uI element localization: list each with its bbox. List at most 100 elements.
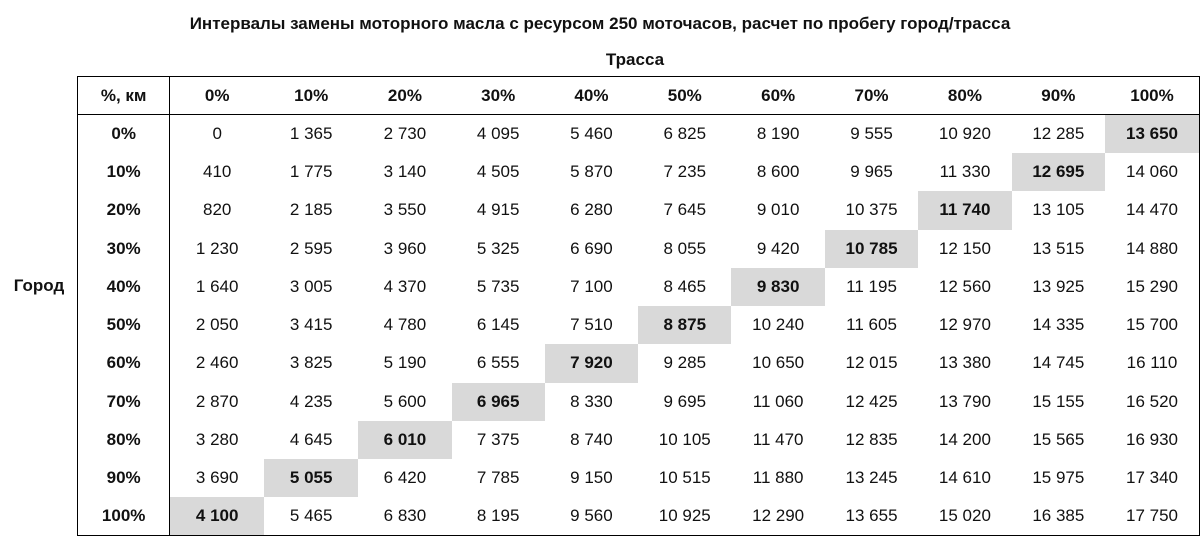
- value-cell: 6 555: [476, 353, 520, 373]
- value-cell: 15 155: [1032, 391, 1085, 411]
- value-cell: 5 460: [570, 124, 613, 144]
- value-cell: 6 690: [570, 238, 613, 258]
- value-cell: 2 595: [289, 238, 333, 258]
- value-cell: 9 420: [756, 238, 800, 258]
- value-cell: 3 960: [383, 238, 427, 258]
- value-cell: 12 015: [845, 353, 898, 373]
- row-header-cell: 60%: [76, 344, 171, 383]
- value-cell: 13 105: [1032, 200, 1085, 220]
- value-cell: 5 870: [570, 162, 613, 182]
- highlighted-value-cell: 10 785: [824, 229, 919, 268]
- value-cell: 10 515: [658, 468, 711, 488]
- highlighted-value-cell: 12 695: [1011, 153, 1106, 192]
- value-cell: 8 190: [756, 124, 800, 144]
- row-header-cell: 40%: [76, 267, 171, 307]
- highlighted-value-cell: 9 830: [731, 267, 825, 307]
- value-cell: 4 915: [476, 200, 520, 220]
- value-cell: 4 095: [476, 124, 520, 144]
- value-cell: 15 290: [1105, 267, 1200, 307]
- value-cell: 3 690: [195, 468, 239, 488]
- value-cell: 9 010: [756, 200, 800, 220]
- value-cell: 8 330: [570, 391, 613, 411]
- value-cell: 7 375: [476, 430, 520, 450]
- value-cell: 4 645: [289, 430, 333, 450]
- value-cell: 2 870: [195, 391, 239, 411]
- value-cell: 5 325: [476, 238, 520, 258]
- value-cell: 12 150: [938, 238, 991, 258]
- value-cell: 11 195: [846, 276, 897, 296]
- row-header-cell: 50%: [76, 306, 171, 345]
- highlighted-value-cell: 4 100: [169, 497, 265, 536]
- value-cell: 9 285: [663, 353, 707, 373]
- value-cell: 8 600: [756, 162, 800, 182]
- column-header-cell: 10%: [264, 75, 359, 116]
- value-cell: 4 505: [476, 162, 520, 182]
- value-cell: 9 150: [570, 468, 613, 488]
- value-cell: 6 825: [663, 124, 707, 144]
- highlighted-value-cell: 6 965: [451, 382, 545, 421]
- value-cell: 3 140: [383, 162, 427, 182]
- value-cell: 7 785: [476, 468, 520, 488]
- value-cell: 7 235: [663, 162, 707, 182]
- value-cell: 14 335: [1032, 315, 1085, 335]
- value-cell: 11 060: [752, 391, 804, 411]
- value-cell: 16 930: [1105, 420, 1200, 460]
- column-header-cell: 40%: [544, 75, 639, 116]
- value-cell: 3 415: [289, 315, 333, 335]
- value-cell: 7 100: [570, 276, 613, 296]
- row-header-cell: 10%: [76, 153, 171, 192]
- value-cell: 15 975: [1032, 468, 1085, 488]
- value-cell: 11 330: [939, 162, 991, 182]
- value-cell: 5 465: [264, 497, 359, 536]
- value-cell: 13 655: [824, 497, 919, 536]
- value-cell: 6 830: [358, 497, 452, 536]
- column-header-cell: 70%: [824, 75, 919, 116]
- value-cell: 10 925: [638, 497, 732, 536]
- table-row: 70% 2 870 4 235 5 600 6 965 8 330 9 695 11 060 1…: [76, 382, 1200, 421]
- highlighted-value-cell: 11 740: [918, 191, 1012, 230]
- table-row: 40% 1 640 3 005 4 370 5 735 7 100 8 465 9 830 11…: [76, 267, 1200, 307]
- column-axis-label: Трасса: [605, 50, 665, 69]
- value-cell: 17 340: [1105, 459, 1200, 498]
- value-cell: 2 460: [195, 353, 239, 373]
- value-cell: 14 880: [1105, 229, 1200, 268]
- value-cell: 4 370: [383, 276, 427, 296]
- value-cell: 6 280: [570, 200, 613, 220]
- row-header-cell: 20%: [76, 191, 171, 230]
- column-header-cell: 20%: [358, 75, 452, 116]
- row-header-cell: 80%: [76, 420, 171, 460]
- oil-interval-table: %, км 0% 10% 20% 30% 40% 50% 60% 70% 80% 90% 100% 0%…: [76, 75, 1200, 536]
- value-cell: 14 060: [1105, 153, 1200, 192]
- highlighted-value-cell: 6 010: [358, 420, 452, 460]
- corner-header-cell: %, км: [76, 75, 171, 116]
- column-header-cell: 80%: [918, 75, 1012, 116]
- table-row: 60% 2 460 3 825 5 190 6 555 7 920 9 285 10 650 1…: [76, 344, 1200, 383]
- value-cell: 11 470: [752, 430, 804, 450]
- value-cell: 16 385: [1011, 497, 1106, 536]
- value-cell: 9 560: [544, 497, 639, 536]
- value-cell: 820: [203, 200, 232, 220]
- value-cell: 6 420: [383, 468, 427, 488]
- value-cell: 12 560: [938, 276, 991, 296]
- value-cell: 8 740: [570, 430, 613, 450]
- value-cell: 16 520: [1105, 382, 1200, 421]
- value-cell: 12 835: [845, 430, 898, 450]
- value-cell: 17 750: [1105, 497, 1200, 536]
- value-cell: 1 775: [289, 162, 333, 182]
- value-cell: 9 555: [850, 124, 893, 144]
- value-cell: 12 285: [1032, 124, 1085, 144]
- value-cell: 5 735: [476, 276, 520, 296]
- value-cell: 11 880: [752, 468, 804, 488]
- highlighted-value-cell: 8 875: [638, 306, 732, 345]
- value-cell: 1 640: [195, 276, 239, 296]
- value-cell: 8 055: [663, 238, 707, 258]
- table-row: 30% 1 230 2 595 3 960 5 325 6 690 8 055 9 420 10…: [76, 229, 1200, 268]
- row-axis-label: Город: [13, 276, 65, 295]
- value-cell: 15 700: [1105, 306, 1200, 345]
- value-cell: 12 290: [731, 497, 825, 536]
- value-cell: 5 600: [383, 391, 427, 411]
- value-cell: 5 190: [383, 353, 427, 373]
- value-cell: 15 565: [1032, 430, 1085, 450]
- value-cell: 2 730: [383, 124, 427, 144]
- column-header-cell: 50%: [638, 75, 732, 116]
